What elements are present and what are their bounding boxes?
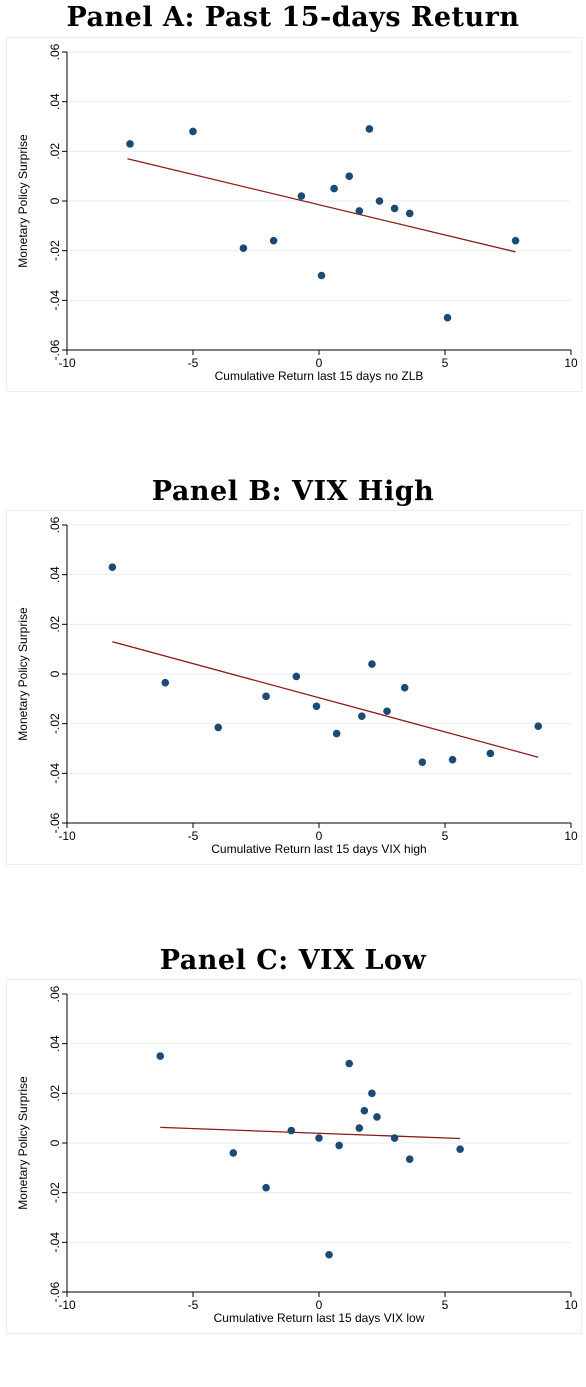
y-tick-label: -.04 bbox=[48, 290, 62, 311]
scatter-point bbox=[297, 192, 306, 200]
scatter-point bbox=[315, 1134, 323, 1142]
scatter-point bbox=[317, 271, 326, 280]
y-axis-title: Monetary Policy Surprise bbox=[16, 607, 30, 741]
scatter-point bbox=[358, 712, 366, 721]
x-tick-label: 5 bbox=[442, 829, 449, 843]
scatter-point bbox=[418, 758, 427, 766]
y-tick-label: .04 bbox=[48, 1035, 62, 1052]
x-tick-label: -10 bbox=[58, 356, 76, 370]
y-tick-label: -.02 bbox=[48, 713, 62, 734]
panel-b-chart: -.06 -.04 -.02 0 .02 .04 .06 -10 -5 0 5 10 Cumulativ… bbox=[16, 516, 578, 856]
x-tick-label: 0 bbox=[316, 1298, 323, 1312]
scatter-point bbox=[443, 313, 452, 322]
x-tick-label: -5 bbox=[188, 1298, 199, 1312]
scatter-point bbox=[400, 683, 409, 692]
scatter-point bbox=[287, 1126, 296, 1135]
scatter-point bbox=[390, 204, 399, 213]
scatter-point bbox=[312, 702, 321, 711]
scatter-point bbox=[108, 563, 117, 572]
scatter-point bbox=[390, 1134, 399, 1142]
y-tick-label: .02 bbox=[48, 143, 62, 160]
panel-a-chart: -.06 -.04 -.02 0 .02 .04 .06 -10 -5 0 5 10 Cumulativ… bbox=[16, 43, 578, 383]
y-tick-label: .04 bbox=[48, 566, 62, 583]
y-tick-label: -.02 bbox=[48, 1182, 62, 1203]
panel-c-chart: -.06 -.04 -.02 0 .02 .04 .06 -10 -5 0 5 10 Cumulativ… bbox=[16, 985, 578, 1325]
x-tick-label: 5 bbox=[442, 356, 449, 370]
scatter-point bbox=[126, 140, 134, 148]
y-tick-label: -.04 bbox=[48, 763, 62, 784]
scatter-point bbox=[239, 244, 248, 252]
y-tick-label: 0 bbox=[48, 670, 62, 677]
panel-c-plot: -.06 -.04 -.02 0 .02 .04 .06 -10 -5 0 5 10 Cumulativ… bbox=[6, 979, 582, 1334]
scatter-point bbox=[383, 707, 391, 716]
x-tick-label: 10 bbox=[564, 829, 578, 843]
panel-a-title: Panel A: Past 15-days Return bbox=[66, 2, 520, 33]
scatter-point bbox=[214, 723, 222, 732]
scatter-point bbox=[156, 1052, 165, 1060]
x-tick-label: 0 bbox=[316, 356, 323, 370]
x-tick-label: -10 bbox=[58, 1298, 76, 1312]
x-axis-title: Cumulative Return last 15 days VIX high bbox=[211, 842, 426, 856]
y-axis-title: Monetary Policy Surprise bbox=[16, 134, 30, 268]
scatter-point bbox=[161, 678, 170, 687]
scatter-point bbox=[511, 236, 520, 245]
scatter-point bbox=[368, 660, 376, 668]
x-axis-title: Cumulative Return last 15 days VIX low bbox=[214, 1311, 425, 1325]
scatter-point bbox=[456, 1145, 464, 1154]
y-tick-label: .06 bbox=[48, 985, 62, 1002]
scatter-point bbox=[325, 1250, 333, 1259]
x-tick-label: -10 bbox=[58, 829, 76, 843]
panel-c-title: Panel C: VIX Low bbox=[159, 945, 427, 976]
scatter-point bbox=[262, 1183, 270, 1192]
y-tick-label: 0 bbox=[48, 1139, 62, 1146]
y-tick-label: 0 bbox=[48, 197, 62, 204]
x-axis-title: Cumulative Return last 15 days no ZLB bbox=[215, 369, 424, 383]
y-tick-label: -.04 bbox=[48, 1232, 62, 1253]
y-tick-label: .02 bbox=[48, 1085, 62, 1102]
scatter-point bbox=[189, 127, 197, 136]
scatter-point bbox=[292, 672, 301, 681]
scatter-point bbox=[335, 1141, 343, 1150]
y-tick-label: -.06 bbox=[48, 1281, 62, 1302]
panel-a-plot: -.06 -.04 -.02 0 .02 .04 .06 -10 -5 0 5 10 Cumulativ… bbox=[6, 37, 582, 392]
x-tick-label: -5 bbox=[188, 356, 199, 370]
scatter-point bbox=[534, 722, 543, 730]
scatter-point bbox=[229, 1149, 238, 1157]
x-tick-label: 5 bbox=[442, 1298, 449, 1312]
scatter-point bbox=[486, 749, 495, 758]
panel-b-title: Panel B: VIX High bbox=[151, 476, 435, 507]
scatter-point bbox=[360, 1106, 369, 1115]
y-tick-label: -.02 bbox=[48, 240, 62, 261]
x-tick-label: 10 bbox=[564, 1298, 578, 1312]
scatter-point bbox=[368, 1089, 376, 1098]
y-tick-label: .04 bbox=[48, 93, 62, 110]
scatter-point bbox=[345, 1059, 354, 1068]
y-axis-title: Monetary Policy Surprise bbox=[16, 1076, 30, 1210]
scatter-point bbox=[365, 125, 374, 133]
scatter-point bbox=[330, 184, 338, 193]
y-tick-label: .02 bbox=[48, 616, 62, 633]
panel-b-plot: -.06 -.04 -.02 0 .02 .04 .06 -10 -5 0 5 10 Cumulativ… bbox=[6, 510, 582, 865]
fitted-line bbox=[127, 158, 516, 253]
x-tick-label: 10 bbox=[564, 356, 578, 370]
scatter-point bbox=[262, 692, 270, 701]
fitted-line bbox=[160, 1126, 461, 1140]
y-tick-label: -.06 bbox=[48, 812, 62, 833]
scatter-point bbox=[332, 729, 341, 738]
x-tick-label: 0 bbox=[316, 829, 323, 843]
scatter-point bbox=[269, 236, 278, 245]
scatter-point bbox=[345, 172, 354, 180]
x-tick-label: -5 bbox=[188, 829, 199, 843]
y-tick-label: .06 bbox=[48, 43, 62, 60]
scatter-point bbox=[405, 1155, 414, 1163]
scatter-point bbox=[355, 1124, 364, 1132]
scatter-point bbox=[405, 209, 414, 218]
y-tick-label: -.06 bbox=[48, 339, 62, 360]
scatter-point bbox=[355, 207, 364, 215]
fitted-line bbox=[112, 641, 539, 758]
scatter-point bbox=[373, 1113, 381, 1121]
y-tick-label: .06 bbox=[48, 516, 62, 533]
scatter-point bbox=[448, 755, 457, 764]
scatter-point bbox=[375, 197, 384, 205]
